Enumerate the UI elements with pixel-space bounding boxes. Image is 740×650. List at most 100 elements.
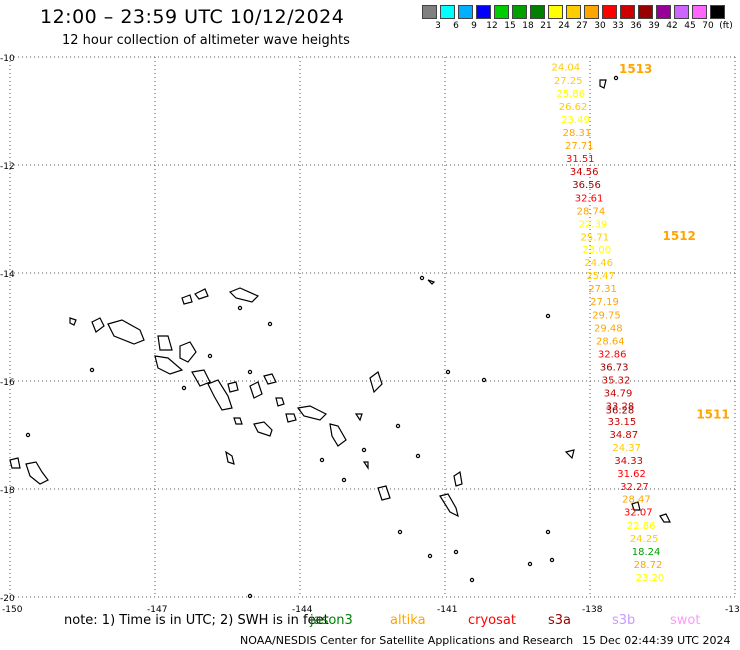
satellite-name: altika xyxy=(390,613,426,628)
wave-reading: 32.07 xyxy=(624,508,653,519)
island-outline xyxy=(91,317,105,333)
wave-reading: 23.49 xyxy=(561,115,590,126)
island-outline xyxy=(263,373,277,385)
satellite-name: cryosat xyxy=(468,613,516,628)
lat-tick-label: -12 xyxy=(0,162,15,172)
legend-label: 9 xyxy=(471,21,477,31)
island-outline xyxy=(427,279,436,285)
island-outline xyxy=(154,355,184,375)
wave-reading: 34.79 xyxy=(604,388,633,399)
legend-swatch xyxy=(440,5,455,19)
islet-dot xyxy=(247,369,253,375)
island-outline xyxy=(631,501,641,511)
legend-label: 70 xyxy=(702,21,714,31)
island-outline xyxy=(9,457,21,469)
legend-swatch xyxy=(620,5,635,19)
islet-dot xyxy=(415,453,421,459)
legend-swatch xyxy=(638,5,653,19)
legend-swatch xyxy=(566,5,581,19)
island-outline xyxy=(194,288,209,300)
island-outline xyxy=(191,369,211,387)
islet-dot xyxy=(545,313,551,319)
legend-label: 27 xyxy=(576,21,588,31)
island-outline xyxy=(362,461,369,470)
legend-swatch xyxy=(674,5,689,19)
satellite-name: s3b xyxy=(612,613,636,628)
lon-tick-label: -150 xyxy=(2,605,23,615)
wave-reading: 28.47 xyxy=(622,495,651,506)
wave-reading: 22.86 xyxy=(627,521,656,532)
island-outline xyxy=(285,413,297,423)
island-outline xyxy=(249,381,263,399)
legend-label: 36 xyxy=(630,21,642,31)
island-outline xyxy=(227,381,239,393)
legend-label: 12 xyxy=(486,21,498,31)
lon-tick-label: -147 xyxy=(147,605,167,615)
island-outline xyxy=(453,470,463,487)
islet-dot xyxy=(445,369,451,375)
island-outline xyxy=(181,294,193,305)
wave-reading: 27.19 xyxy=(590,297,619,308)
wave-reading: 36.28 xyxy=(606,406,635,417)
wave-reading: 34.33 xyxy=(614,456,643,467)
wave-reading: 31.62 xyxy=(617,469,646,480)
islet-dot xyxy=(481,377,487,383)
island-outline xyxy=(207,379,233,411)
legend-swatch xyxy=(602,5,617,19)
islet-dot xyxy=(341,477,347,483)
wave-reading: 36.56 xyxy=(572,180,601,191)
wave-reading: 27.31 xyxy=(588,284,617,295)
lon-tick-label: -138 xyxy=(582,605,603,615)
legend-label: 33 xyxy=(612,21,624,31)
lat-tick-label: -20 xyxy=(0,594,15,604)
island-outline xyxy=(69,317,77,326)
footer-note: note: 1) Time is in UTC; 2) SWH is in fe… xyxy=(64,613,329,628)
legend-label: 6 xyxy=(453,21,459,31)
map-subtitle: 12 hour collection of altimeter wave hei… xyxy=(62,33,350,48)
wave-reading: 23.00 xyxy=(582,245,611,256)
island-outline xyxy=(439,493,459,518)
island-outlines xyxy=(9,75,671,599)
wave-reading: 25.47 xyxy=(586,271,615,282)
wave-reading: 28.74 xyxy=(577,206,606,217)
islet-dot xyxy=(527,561,533,567)
island-outline xyxy=(25,461,49,485)
credit-line: NOAA/NESDIS Center for Satellite Applica… xyxy=(240,634,574,647)
wave-reading: 27.25 xyxy=(554,76,583,87)
wave-reading: 33.15 xyxy=(608,417,637,428)
wave-reading: 32.27 xyxy=(620,482,649,493)
islet-dot xyxy=(181,385,187,391)
legend-swatch xyxy=(476,5,491,19)
islet-dot xyxy=(319,457,325,463)
legend-label: 21 xyxy=(540,21,552,31)
legend-swatch xyxy=(530,5,545,19)
map-title: 12:00 – 23:59 UTC 10/12/2024 xyxy=(40,6,345,28)
wave-reading: 24.37 xyxy=(612,443,641,454)
islet-dot xyxy=(469,577,475,583)
legend-label: 15 xyxy=(504,21,516,31)
legend-swatch xyxy=(584,5,599,19)
legend-label: 42 xyxy=(666,21,678,31)
legend-label: 45 xyxy=(684,21,696,31)
wave-reading: 33.28 xyxy=(606,401,635,412)
orbit-track-label: 1512 xyxy=(663,229,696,243)
wave-reading: 28.31 xyxy=(563,128,592,139)
island-outline xyxy=(253,421,273,437)
lon-tick-label: -144 xyxy=(292,605,313,615)
legend-label: 3 xyxy=(435,21,441,31)
satellite-name: s3a xyxy=(548,613,572,628)
wave-reading: 28.72 xyxy=(634,560,663,571)
legend-swatch xyxy=(656,5,671,19)
island-outline xyxy=(369,371,383,394)
wave-reading: 35.32 xyxy=(602,375,631,386)
island-outline xyxy=(225,450,235,465)
legend-swatch xyxy=(548,5,563,19)
legend-swatch xyxy=(710,5,725,19)
island-outline xyxy=(233,417,243,425)
wave-reading: 18.24 xyxy=(632,547,661,558)
generated-timestamp: 15 Dec 02:44:39 UTC 2024 xyxy=(582,634,731,647)
graticule xyxy=(9,56,736,598)
wave-reading: 32.61 xyxy=(575,193,604,204)
wave-reading: 26.62 xyxy=(559,102,588,113)
